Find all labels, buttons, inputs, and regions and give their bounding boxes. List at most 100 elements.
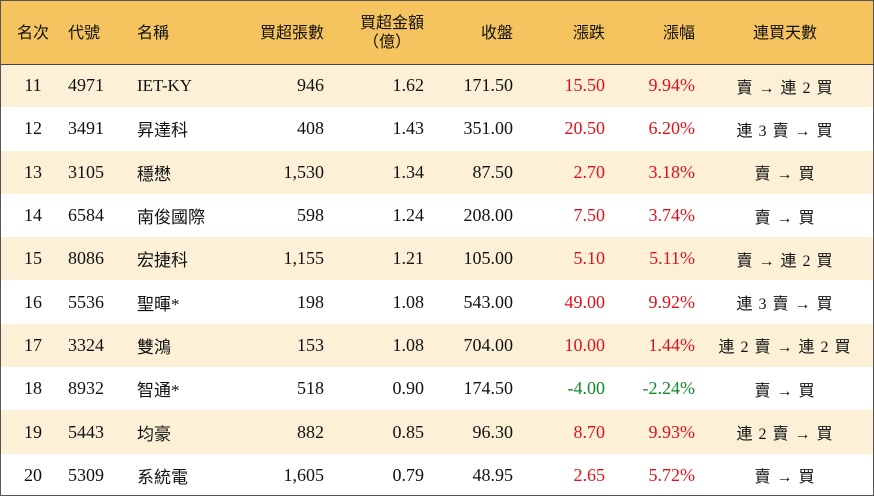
amount-cell: 1.08	[392, 334, 425, 355]
volume-cell: 1,530	[283, 161, 325, 182]
volume-cell: 153	[297, 334, 324, 355]
header-amount-line2: （億）	[362, 32, 411, 52]
name-cell: 雙鴻	[137, 337, 171, 357]
header-volume: 買超張數	[259, 22, 324, 42]
code-cell: 8932	[68, 378, 104, 399]
table-row: 13 3105 穩懋 1,530 1.34 87.50 2.70 3.18% 賣…	[1, 150, 873, 194]
trend-cell: 賣 → 連 2 買	[736, 252, 834, 270]
trend-cell: 賣 → 買	[754, 166, 816, 184]
header-name: 名稱	[137, 22, 170, 42]
amount-cell: 0.90	[392, 378, 425, 399]
change-cell: 8.70	[573, 421, 606, 442]
volume-cell: 946	[297, 75, 324, 96]
close-cell: 48.95	[472, 464, 514, 485]
name-cell: 昇達科	[137, 121, 188, 141]
volume-cell: 598	[297, 205, 324, 226]
pct-cell: 3.18%	[648, 161, 696, 182]
name-cell: 聖暉*	[137, 294, 180, 314]
table-body: 11 4971 IET-KY 946 1.62 171.50 15.50 9.9…	[1, 64, 873, 495]
change-cell: 7.50	[573, 205, 606, 226]
name-cell: 均豪	[137, 424, 171, 444]
rank-cell: 16	[24, 291, 42, 312]
close-cell: 105.00	[463, 248, 514, 269]
trend-cell: 連 3 賣 → 買	[736, 122, 834, 140]
table-row: 16 5536 聖暉* 198 1.08 543.00 49.00 9.92% …	[1, 280, 873, 324]
code-cell: 3324	[68, 334, 104, 355]
rank-cell: 13	[24, 161, 42, 182]
header-pct: 漲幅	[662, 22, 695, 42]
close-cell: 174.50	[463, 378, 514, 399]
code-cell: 8086	[68, 248, 104, 269]
trend-cell: 賣 → 連 2 買	[736, 79, 834, 97]
table-row: 17 3324 雙鴻 153 1.08 704.00 10.00 1.44% 連…	[1, 323, 873, 368]
code-cell: 3491	[68, 118, 104, 139]
volume-cell: 408	[297, 118, 324, 139]
change-cell: 49.00	[564, 291, 606, 312]
amount-cell: 0.79	[392, 464, 425, 485]
change-cell: 15.50	[564, 75, 606, 96]
close-cell: 171.50	[463, 75, 514, 96]
header-rank: 名次	[16, 22, 49, 42]
header-code: 代號	[68, 22, 101, 42]
close-cell: 543.00	[463, 291, 514, 312]
table-row: 11 4971 IET-KY 946 1.62 171.50 15.50 9.9…	[1, 64, 873, 108]
name-cell: IET-KY	[137, 75, 193, 95]
code-cell: 5443	[68, 421, 104, 442]
pct-cell: -2.24%	[642, 378, 696, 399]
table-header: 名次 代號 名稱 買超張數 買超金額 （億） 收盤 漲跌 漲幅 連買天數	[1, 1, 873, 64]
code-cell: 4971	[68, 75, 104, 96]
header-close: 收盤	[480, 22, 513, 42]
close-cell: 208.00	[463, 205, 514, 226]
header-row: 名次 代號 名稱 買超張數 買超金額 （億） 收盤 漲跌 漲幅 連買天數	[1, 1, 873, 64]
pct-cell: 9.93%	[648, 421, 696, 442]
trend-cell: 連 2 賣 → 連 2 買	[718, 339, 852, 357]
table-row: 19 5443 均豪 882 0.85 96.30 8.70 9.93% 連 2…	[1, 410, 873, 454]
change-cell: 2.65	[573, 464, 606, 485]
table-row: 15 8086 宏捷科 1,155 1.21 105.00 5.10 5.11%…	[1, 237, 873, 281]
header-amount-line1: 買超金額	[359, 13, 424, 33]
amount-cell: 1.34	[392, 161, 425, 182]
amount-cell: 1.62	[392, 75, 425, 96]
name-cell: 系統電	[137, 467, 188, 487]
pct-cell: 9.92%	[648, 291, 696, 312]
volume-cell: 198	[297, 291, 324, 312]
table-row: 12 3491 昇達科 408 1.43 351.00 20.50 6.20% …	[1, 107, 873, 151]
pct-cell: 5.72%	[648, 464, 696, 485]
pct-cell: 9.94%	[648, 75, 696, 96]
name-cell: 南俊國際	[137, 208, 205, 228]
table-row: 18 8932 智通* 518 0.90 174.50 -4.00 -2.24%…	[1, 367, 873, 411]
trend-cell: 連 3 賣 → 買	[736, 296, 834, 314]
code-cell: 6584	[68, 205, 104, 226]
trend-cell: 賣 → 買	[754, 209, 816, 227]
code-cell: 3105	[68, 161, 104, 182]
trend-cell: 連 2 賣 → 買	[736, 426, 834, 444]
volume-cell: 1,605	[283, 464, 325, 485]
table-row: 14 6584 南俊國際 598 1.24 208.00 7.50 3.74% …	[1, 193, 873, 238]
trend-cell: 賣 → 買	[754, 382, 816, 400]
name-cell: 智通*	[137, 381, 180, 401]
pct-cell: 5.11%	[649, 248, 695, 269]
header-trend: 連買天數	[752, 22, 817, 42]
close-cell: 351.00	[463, 118, 514, 139]
rank-cell: 18	[24, 378, 42, 399]
header-change: 漲跌	[572, 22, 605, 42]
amount-cell: 1.21	[392, 248, 425, 269]
code-cell: 5309	[68, 464, 104, 485]
pct-cell: 1.44%	[648, 334, 696, 355]
rank-cell: 20	[24, 464, 42, 485]
close-cell: 96.30	[472, 421, 514, 442]
code-cell: 5536	[68, 291, 104, 312]
volume-cell: 518	[297, 378, 324, 399]
change-cell: 2.70	[573, 161, 606, 182]
volume-cell: 882	[297, 421, 324, 442]
pct-cell: 3.74%	[648, 205, 696, 226]
change-cell: 20.50	[564, 118, 606, 139]
close-cell: 704.00	[463, 334, 514, 355]
rank-cell: 17	[24, 334, 42, 355]
close-cell: 87.50	[472, 161, 514, 182]
trend-cell: 賣 → 買	[754, 469, 816, 487]
amount-cell: 1.08	[392, 291, 425, 312]
name-cell: 穩懋	[137, 164, 171, 184]
